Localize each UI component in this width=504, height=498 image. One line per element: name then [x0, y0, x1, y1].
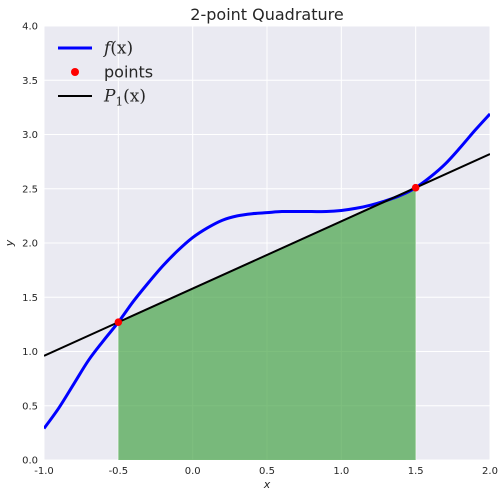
y-tick-label: 0.5 — [22, 401, 38, 412]
quadrature-point — [411, 183, 420, 192]
x-axis-label: x — [263, 478, 271, 491]
legend-label: f(x) — [102, 39, 133, 59]
x-tick-label: 1.0 — [333, 466, 349, 477]
legend-item-line: P1(x) — [58, 87, 146, 109]
y-ticks: 0.0 0.5 1.0 1.5 2.0 2.5 3.0 3.5 4.0 — [22, 22, 38, 467]
quadrature-area — [118, 187, 416, 461]
y-axis-label: y — [3, 239, 16, 247]
y-tick-label: 1.0 — [22, 347, 38, 358]
legend-label-arg: (x) — [110, 39, 133, 59]
x-tick-label: 0.0 — [185, 466, 201, 477]
legend-label: points — [104, 63, 153, 82]
legend-label-base: f — [102, 39, 113, 59]
x-tick-label: -0.5 — [109, 466, 129, 477]
y-tick-label: 4.0 — [22, 22, 38, 33]
legend-item-points: points — [71, 63, 153, 82]
x-ticks: -1.0 -0.5 0.0 0.5 1.0 1.5 2.0 — [34, 466, 498, 477]
legend-label-base: P — [103, 87, 116, 107]
legend-label-arg: (x) — [123, 87, 146, 107]
y-tick-label: 2.5 — [22, 184, 38, 195]
legend-label: P1(x) — [103, 87, 146, 109]
legend-item-curve: f(x) — [58, 39, 133, 59]
chart-title: 2-point Quadrature — [190, 5, 343, 24]
y-tick-label: 0.0 — [22, 456, 38, 467]
quadrature-point — [114, 318, 123, 327]
y-tick-label: 3.5 — [22, 76, 38, 87]
y-tick-label: 2.0 — [22, 239, 38, 250]
y-tick-label: 1.5 — [22, 293, 38, 304]
x-tick-label: 2.0 — [482, 466, 498, 477]
legend-points-swatch — [71, 68, 79, 76]
x-tick-label: 1.5 — [408, 466, 424, 477]
series-layer — [44, 112, 490, 430]
x-tick-label: 0.5 — [259, 466, 275, 477]
legend-label-sub: 1 — [115, 95, 123, 109]
x-tick-label: -1.0 — [34, 466, 54, 477]
fill-layer — [118, 187, 416, 461]
y-tick-label: 3.0 — [22, 130, 38, 141]
